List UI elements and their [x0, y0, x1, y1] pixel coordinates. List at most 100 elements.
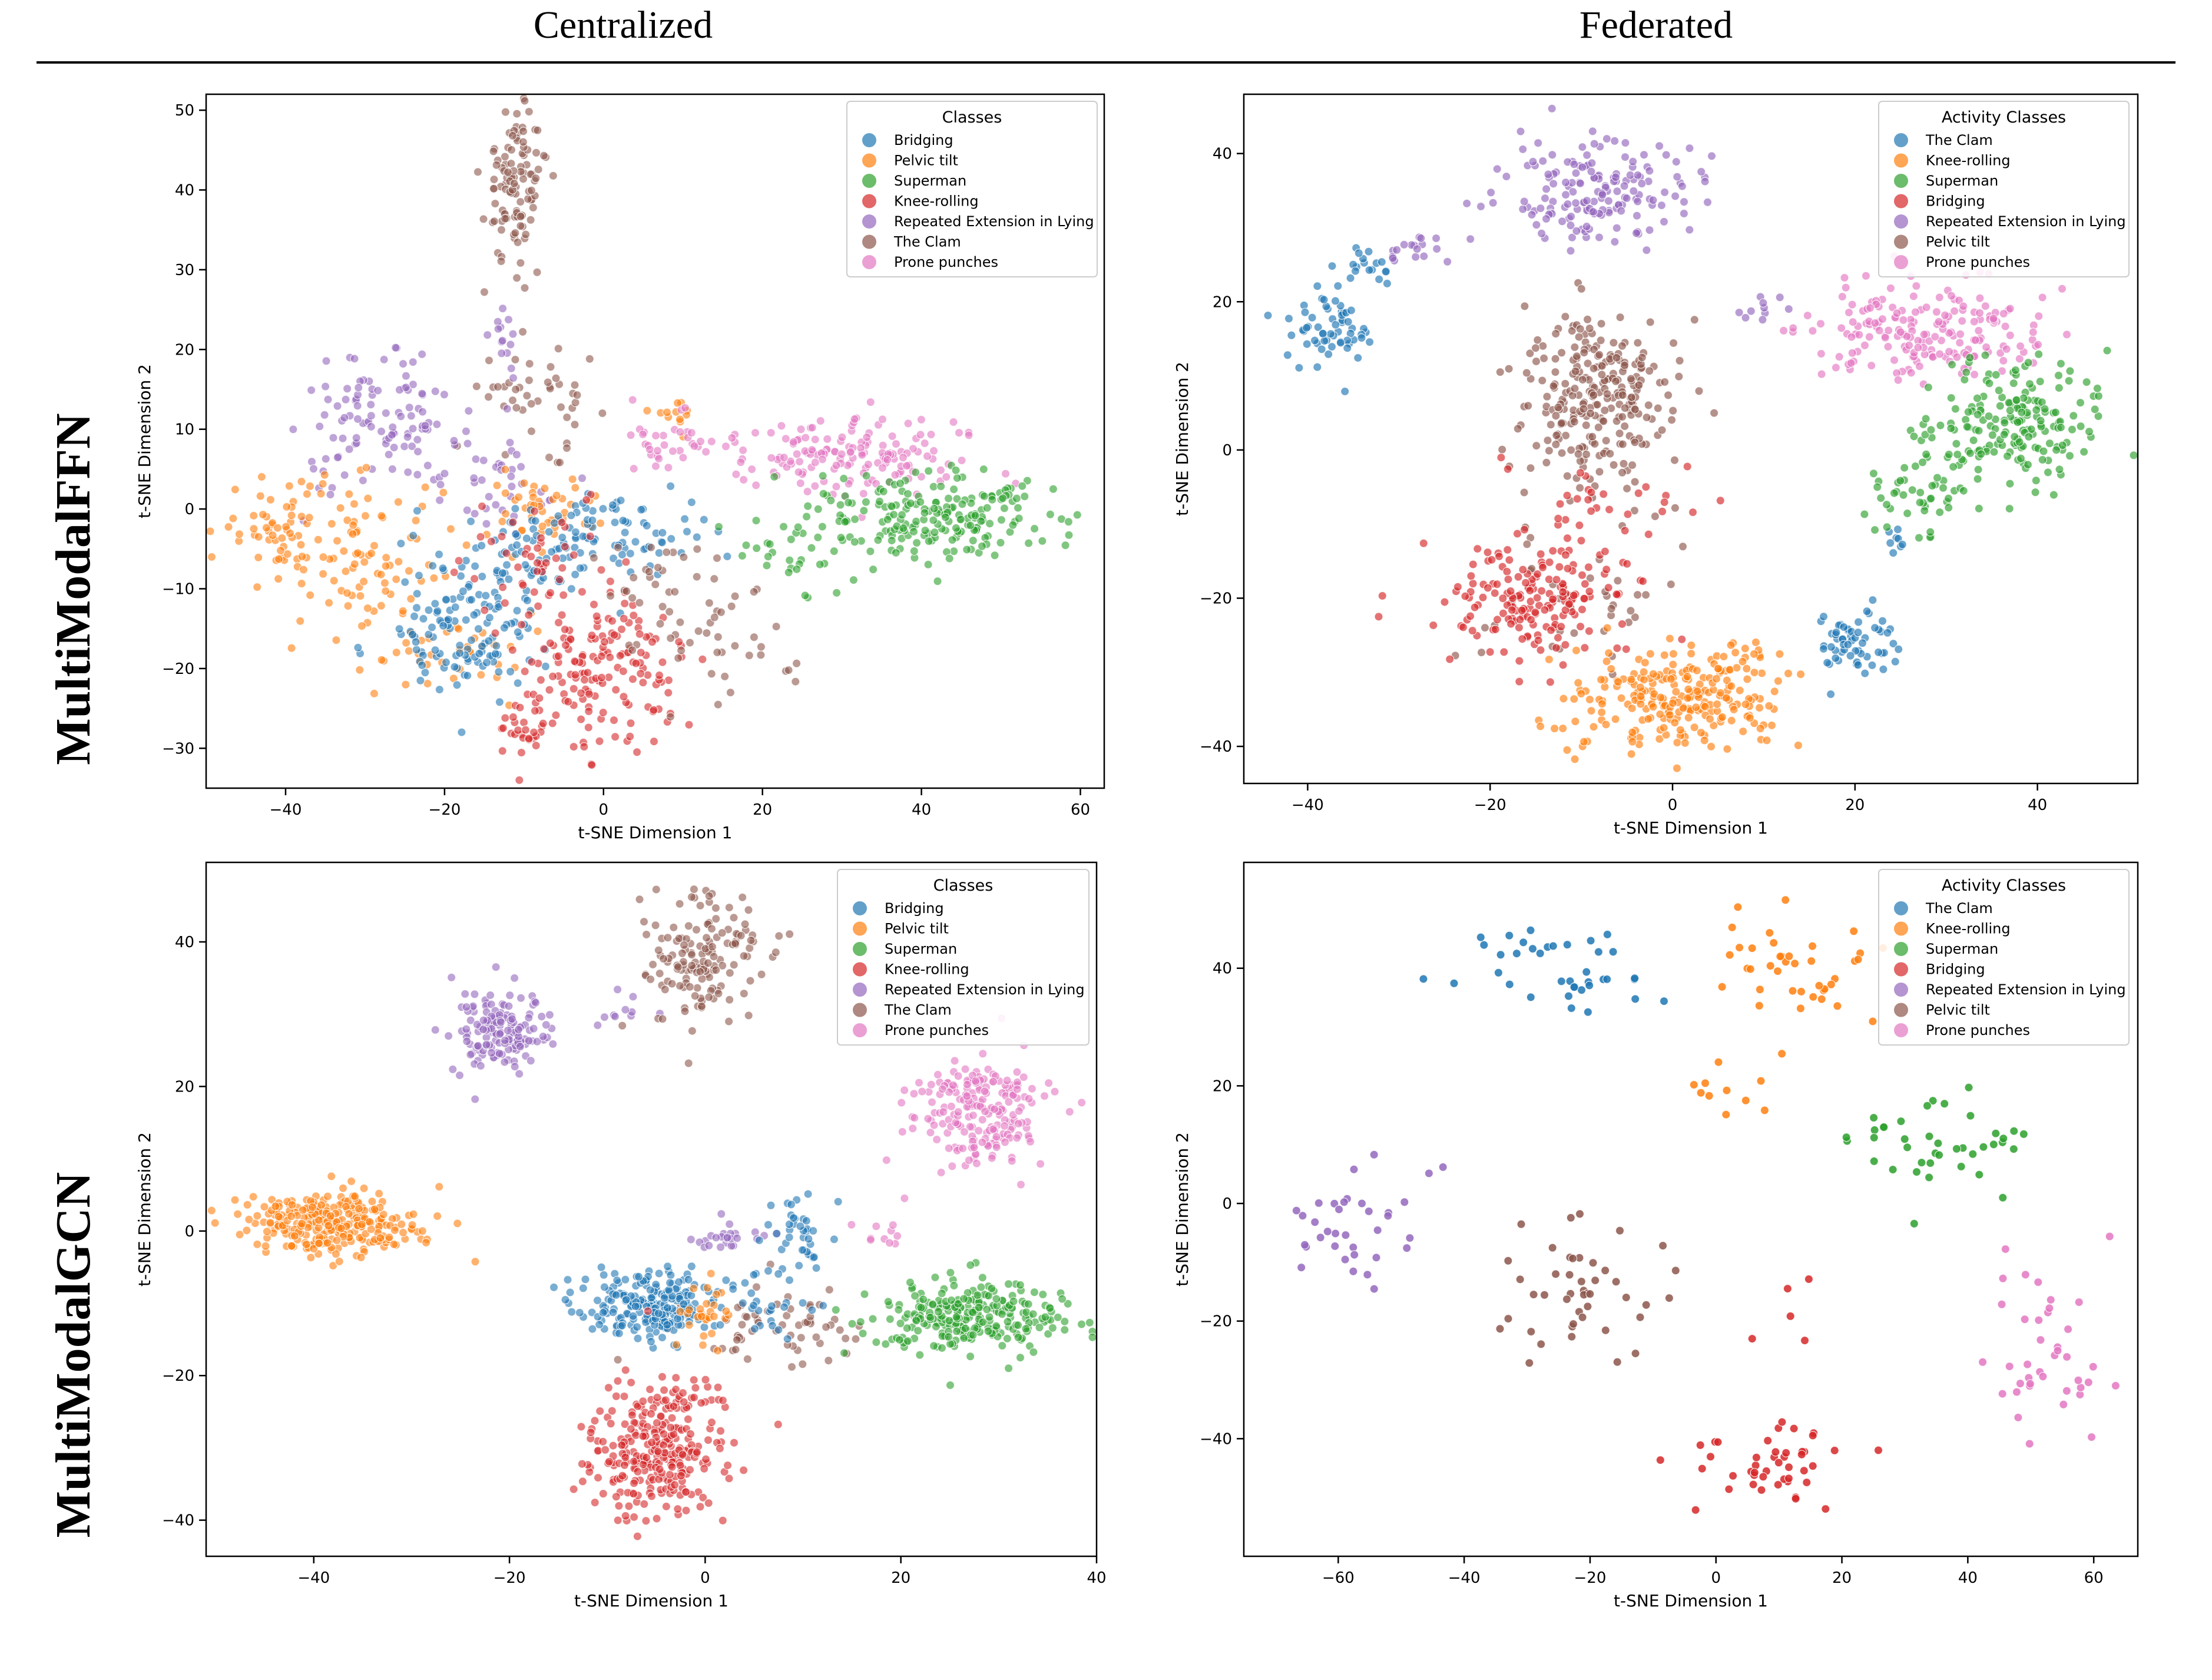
- data-point: [560, 542, 569, 551]
- data-point: [1503, 464, 1512, 474]
- data-point: [1518, 634, 1527, 644]
- data-point: [2049, 490, 2058, 500]
- data-point: [581, 1275, 590, 1284]
- data-point: [439, 488, 448, 497]
- data-point: [449, 436, 459, 445]
- data-point: [831, 1305, 840, 1315]
- data-point: [670, 587, 680, 597]
- data-point: [380, 578, 390, 588]
- y-axis-label: t-SNE Dimension 2: [135, 364, 154, 518]
- data-point: [479, 287, 489, 297]
- data-point: [621, 1005, 630, 1014]
- data-point: [1015, 1280, 1025, 1289]
- data-point: [1840, 273, 1849, 283]
- data-point: [1896, 328, 1905, 337]
- data-point: [1562, 471, 1572, 481]
- data-point: [969, 1143, 979, 1152]
- data-point: [418, 660, 427, 670]
- data-point: [1759, 298, 1768, 307]
- data-point: [1526, 615, 1536, 624]
- data-point: [931, 1272, 940, 1282]
- legend-entry-label: Prone punches: [1926, 254, 2030, 270]
- data-point: [1628, 157, 1638, 166]
- data-point: [952, 1312, 961, 1322]
- data-point: [777, 421, 786, 431]
- data-point: [1678, 703, 1688, 713]
- data-point: [261, 1241, 270, 1251]
- data-point: [1562, 534, 1572, 543]
- data-point: [971, 1076, 981, 1086]
- data-point: [431, 645, 440, 655]
- data-point: [613, 543, 623, 553]
- data-point: [1675, 725, 1685, 735]
- data-point: [1745, 713, 1754, 723]
- data-point: [570, 420, 580, 429]
- legend-title: Classes: [933, 877, 994, 895]
- data-point: [1025, 1137, 1035, 1146]
- data-point: [945, 554, 954, 563]
- data-point: [315, 422, 324, 431]
- data-point: [836, 533, 846, 543]
- data-point: [675, 899, 684, 909]
- data-point: [477, 501, 487, 511]
- data-point: [1650, 511, 1660, 521]
- data-point: [1716, 496, 1725, 505]
- data-point: [1038, 536, 1047, 546]
- data-point: [2038, 455, 2047, 465]
- data-point: [450, 662, 459, 672]
- data-point: [613, 1516, 622, 1525]
- data-point: [1495, 367, 1505, 377]
- data-point: [1655, 141, 1664, 151]
- data-point: [1783, 669, 1793, 678]
- data-point: [462, 505, 472, 515]
- data-point: [1876, 493, 1886, 503]
- data-point: [563, 1275, 572, 1285]
- data-point: [1633, 338, 1643, 348]
- data-point: [1572, 352, 1581, 361]
- data-point: [1548, 594, 1558, 604]
- data-point: [1326, 329, 1336, 339]
- data-point: [656, 1411, 665, 1421]
- data-point: [257, 472, 266, 482]
- data-point: [800, 591, 810, 600]
- data-point: [1962, 422, 1972, 432]
- data-point: [1883, 628, 1892, 637]
- data-point: [1576, 621, 1585, 631]
- data-point: [569, 550, 578, 560]
- data-point: [1487, 555, 1496, 565]
- data-point: [744, 650, 754, 660]
- data-point: [640, 1499, 649, 1509]
- data-point: [1637, 353, 1647, 362]
- data-point: [532, 267, 542, 277]
- data-point: [321, 454, 330, 464]
- data-point: [354, 383, 363, 392]
- data-point: [431, 599, 440, 608]
- data-point: [433, 606, 442, 616]
- data-point: [887, 502, 897, 511]
- data-point: [642, 521, 651, 531]
- data-point: [452, 680, 462, 690]
- data-point: [314, 1239, 323, 1248]
- data-point: [732, 1233, 742, 1243]
- data-point: [552, 491, 561, 500]
- data-point: [926, 1312, 935, 1322]
- data-point: [1605, 505, 1614, 514]
- data-point: [1779, 326, 1789, 335]
- data-point: [926, 1127, 935, 1137]
- data-point: [692, 572, 701, 581]
- data-point: [1610, 237, 1620, 247]
- data-point: [1707, 151, 1717, 161]
- data-point: [2012, 395, 2021, 405]
- data-point: [598, 408, 607, 418]
- data-point: [1874, 647, 1883, 657]
- data-point: [611, 685, 621, 695]
- data-point: [1588, 207, 1598, 217]
- data-point: [943, 494, 953, 503]
- data-point: [1563, 564, 1572, 573]
- data-point: [1551, 354, 1560, 363]
- data-point: [801, 433, 810, 442]
- data-point: [657, 538, 667, 547]
- data-point: [641, 1516, 651, 1526]
- data-point: [866, 397, 875, 407]
- data-point: [253, 582, 262, 592]
